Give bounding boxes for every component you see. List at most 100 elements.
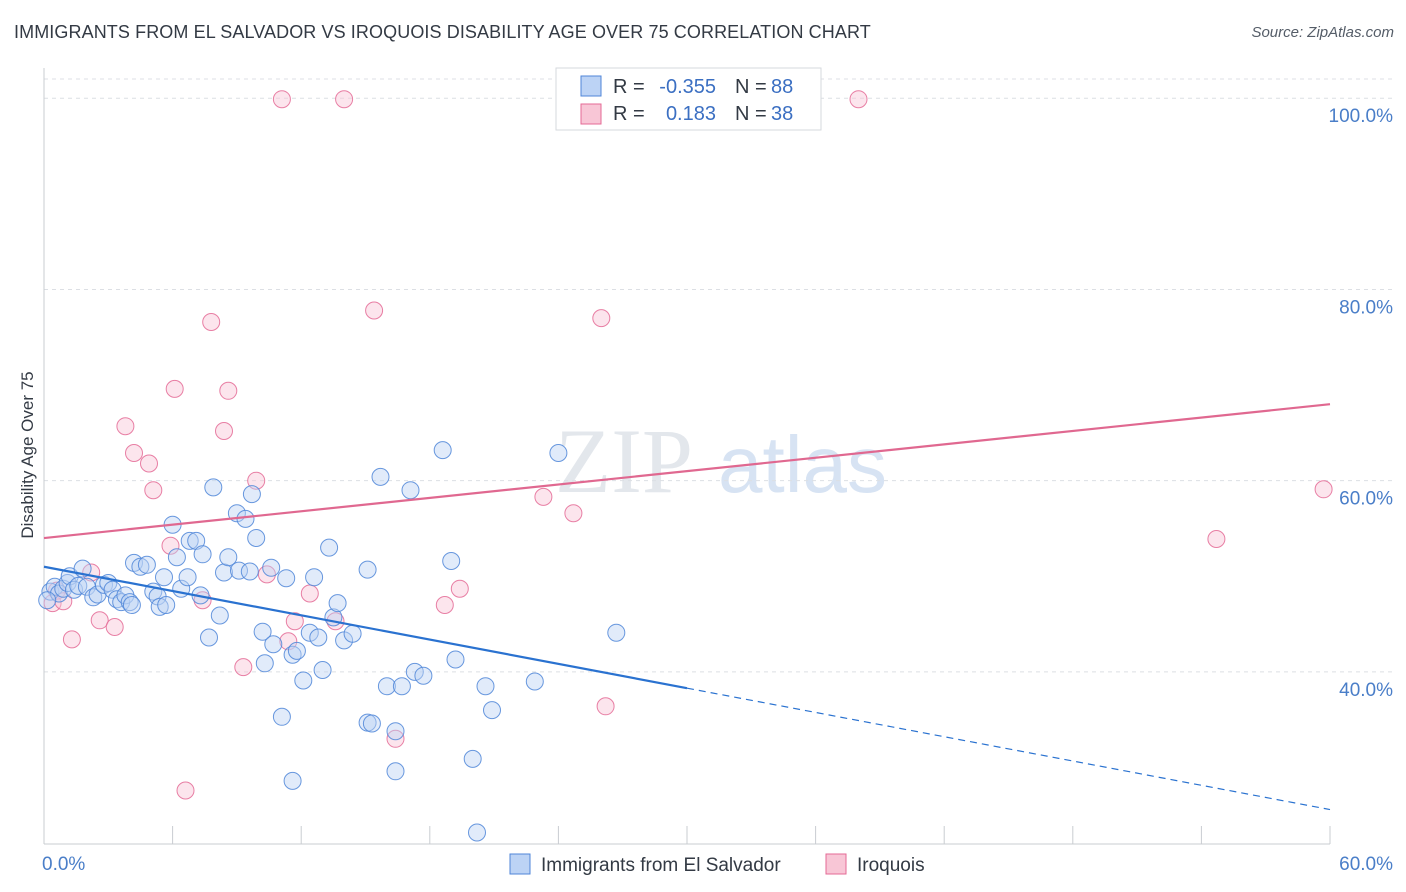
point-el-salvador (371, 467, 390, 486)
point-el-salvador (442, 552, 461, 570)
point-el-salvador (155, 568, 173, 587)
point-el-salvador (240, 562, 259, 581)
legend-n-value-pink: 38 (771, 103, 793, 125)
point-el-salvador (313, 661, 332, 679)
point-el-salvador (386, 762, 405, 781)
point-el-salvador (362, 714, 381, 733)
series-legend-label-pink: Iroquois (857, 855, 925, 876)
point-el-salvador (38, 591, 57, 610)
point-el-salvador (525, 672, 544, 691)
point-el-salvador (320, 538, 339, 557)
point-iroquois (285, 612, 304, 631)
point-el-salvador (463, 749, 482, 768)
point-iroquois (62, 630, 81, 649)
point-iroquois (116, 417, 135, 436)
point-iroquois (849, 90, 868, 109)
point-el-salvador (131, 557, 150, 576)
point-el-salvador (167, 548, 186, 567)
y-tick-label: 60.0% (1339, 489, 1393, 510)
point-el-salvador (180, 531, 199, 550)
trend-line-el-salvador-extension (686, 687, 1331, 811)
source-credit: Source: ZipAtlas.com (1251, 24, 1394, 41)
point-iroquois (1207, 530, 1226, 548)
point-iroquois (365, 301, 384, 320)
point-iroquois (335, 90, 354, 109)
point-el-salvador (219, 548, 238, 567)
series-legend-swatch-blue (509, 853, 531, 875)
point-el-salvador (247, 529, 266, 547)
y-tick-labels: 40.0% 60.0% 80.0% 100.0% (1329, 106, 1394, 701)
point-el-salvador (433, 441, 452, 460)
point-iroquois (125, 444, 143, 462)
point-iroquois (300, 584, 319, 603)
watermark-zip: ZIP (555, 410, 693, 512)
point-iroquois (1314, 480, 1333, 499)
point-iroquois (219, 381, 238, 400)
point-el-salvador (264, 635, 283, 654)
legend-swatch-blue (580, 75, 602, 97)
point-el-salvador (210, 606, 229, 625)
point-el-salvador (343, 624, 362, 643)
point-iroquois (161, 536, 180, 555)
point-el-salvador (300, 623, 319, 642)
point-iroquois (564, 504, 583, 523)
point-el-salvador (255, 654, 274, 673)
point-iroquois (534, 487, 553, 506)
point-el-salvador (476, 677, 495, 696)
point-iroquois (176, 781, 195, 800)
point-iroquois (90, 611, 109, 630)
point-el-salvador (272, 707, 291, 726)
point-el-salvador (287, 641, 306, 660)
x-tick-label: 60.0% (1339, 854, 1393, 875)
x-tick-label: 0.0% (42, 854, 85, 875)
point-el-salvador (294, 671, 313, 690)
point-iroquois (596, 697, 615, 716)
y-tick-label: 40.0% (1339, 680, 1393, 701)
point-iroquois (144, 481, 163, 500)
point-el-salvador (377, 677, 396, 696)
legend-n-label-pink: N = (735, 103, 767, 125)
point-el-salvador (215, 563, 233, 582)
point-el-salvador (277, 569, 296, 588)
legend-swatch-pink (580, 103, 602, 125)
point-el-salvador (193, 545, 212, 564)
legend-n-value-blue: 88 (771, 76, 793, 98)
chart-title: IMMIGRANTS FROM EL SALVADOR VS IROQUOIS … (14, 22, 871, 42)
point-el-salvador (200, 628, 218, 647)
legend-r-label-blue: R = (613, 76, 645, 98)
point-el-salvador (309, 628, 328, 647)
point-iroquois (234, 658, 253, 677)
point-el-salvador (401, 481, 420, 500)
point-el-salvador (58, 574, 77, 592)
point-el-salvador (328, 594, 347, 613)
trend-line-iroquois (43, 403, 1331, 540)
series-legend-label-blue: Immigrants from El Salvador (541, 855, 781, 876)
point-el-salvador (262, 558, 281, 577)
point-iroquois (215, 422, 233, 440)
trend-lines (43, 403, 1331, 811)
data-points (38, 90, 1333, 842)
point-el-salvador (178, 568, 197, 587)
point-el-salvador (607, 623, 626, 642)
point-el-salvador (137, 555, 156, 574)
point-el-salvador (253, 622, 272, 641)
legend-r-label-pink: R = (613, 103, 645, 125)
point-el-salvador (405, 662, 424, 681)
trend-line-el-salvador (43, 565, 688, 690)
point-el-salvador (150, 597, 169, 616)
point-el-salvador (283, 771, 302, 790)
point-el-salvador (549, 444, 568, 462)
point-el-salvador (120, 593, 139, 612)
point-el-salvador (392, 677, 411, 696)
point-iroquois (202, 313, 221, 331)
point-iroquois (592, 309, 611, 328)
point-iroquois (435, 596, 454, 614)
point-el-salvador (358, 560, 377, 579)
y-tick-label: 80.0% (1339, 297, 1393, 318)
grid-lines (44, 78, 1392, 673)
y-tick-label: 100.0% (1329, 106, 1394, 127)
y-axis-label: Disability Age Over 75 (18, 371, 37, 538)
point-el-salvador (204, 478, 223, 497)
point-el-salvador (305, 568, 324, 587)
